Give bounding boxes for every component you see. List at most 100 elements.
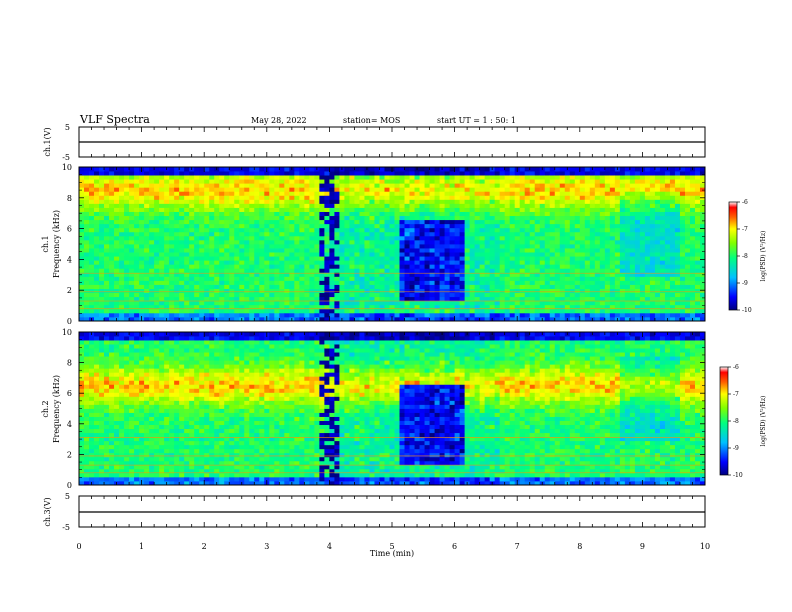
spectrogram-cell <box>179 252 185 257</box>
spectrogram-cell <box>179 195 185 200</box>
spectrogram-cell <box>629 183 636 188</box>
spectrogram-cell <box>324 175 330 180</box>
spectrogram-cell <box>109 268 115 273</box>
spectrogram-cell <box>239 260 245 265</box>
spectrogram-cell <box>509 296 516 302</box>
spectrogram-cell <box>259 284 265 289</box>
spectrogram-cell <box>619 231 626 237</box>
spectrogram-cell <box>289 284 295 289</box>
spectrogram-cell <box>629 239 636 245</box>
spectrogram-cell <box>639 260 646 265</box>
spectrogram-cell <box>694 280 701 285</box>
spectrogram-cell <box>269 308 275 314</box>
spectrogram-cell <box>329 316 335 322</box>
spectrogram-cell <box>609 211 616 217</box>
spectrogram-cell <box>529 179 536 184</box>
spectrogram-cell <box>419 239 425 245</box>
spectrogram-cell <box>414 191 420 196</box>
spectrogram-cell <box>559 183 566 188</box>
spectrogram-cell <box>364 272 370 277</box>
spectrogram-cell <box>169 276 175 281</box>
spectrogram-cell <box>89 187 95 192</box>
spectrogram-cell <box>674 308 681 314</box>
spectrogram-cell <box>134 292 140 298</box>
spectrogram-cell <box>404 268 410 273</box>
spectrogram-cell <box>209 280 215 285</box>
spectrogram-cell <box>179 175 185 180</box>
spectrogram-cell <box>264 280 270 285</box>
spectrogram-cell <box>259 207 265 212</box>
spectrogram-cell <box>259 276 265 281</box>
spectrogram-cell <box>94 316 100 322</box>
spectrogram-cell <box>644 223 651 229</box>
spectrogram-cell <box>419 308 425 314</box>
spectrogram-cell <box>264 252 270 257</box>
spectrogram-cell <box>194 276 200 281</box>
spectrogram-cell <box>169 272 175 277</box>
spectrogram-cell <box>399 268 405 273</box>
spectrogram-cell <box>289 312 295 318</box>
spectrogram-cell <box>554 219 561 225</box>
spectrogram-cell <box>559 268 566 273</box>
spectrogram-cell <box>339 207 345 212</box>
spectrogram-cell <box>324 280 330 285</box>
spectrogram-cell <box>189 239 195 245</box>
spectrogram-cell <box>209 183 215 188</box>
spectrogram-cell <box>189 187 195 192</box>
spectrogram-cell <box>569 256 576 261</box>
spectrogram-cell <box>84 199 90 204</box>
spectrogram-cell <box>199 248 205 253</box>
spectrogram-cell <box>104 300 110 306</box>
spectrogram-cell <box>599 183 606 188</box>
spectrogram-cell <box>434 211 440 217</box>
spectrogram-cell <box>404 304 410 310</box>
spectrogram-cell <box>414 211 420 217</box>
spectrogram-cell <box>579 288 586 294</box>
spectrogram-cell <box>414 215 420 221</box>
spectrogram-cell <box>514 252 521 257</box>
spectrogram-cell <box>379 223 385 229</box>
spectrogram-cell <box>264 191 270 196</box>
spectrogram-cell <box>679 215 686 221</box>
spectrogram-cell <box>469 252 476 257</box>
spectrogram-cell <box>684 264 691 269</box>
spectrogram-cell <box>344 227 350 233</box>
spectrogram-cell <box>364 248 370 253</box>
spectrogram-cell <box>114 187 120 192</box>
spectrogram-cell <box>264 292 270 298</box>
spectrogram-cell <box>469 288 476 294</box>
spectrogram-cell <box>579 231 586 237</box>
spectrogram-cell <box>604 292 611 298</box>
spectrogram-cell <box>424 207 430 212</box>
spectrogram-cell <box>649 167 656 172</box>
spectrogram-cell <box>114 288 120 294</box>
spectrogram-cell <box>679 292 686 298</box>
spectrogram-cell <box>164 211 170 217</box>
spectrogram-cell <box>89 175 95 180</box>
spectrogram-cell <box>454 239 461 245</box>
spectrogram-cell <box>454 203 461 208</box>
spectrogram-cell <box>594 304 601 310</box>
spectrogram-cell <box>354 187 360 192</box>
spectrogram-cell <box>134 191 140 196</box>
spectrogram-cell <box>449 264 455 269</box>
spectrogram-cell <box>384 187 390 192</box>
spectrogram-cell <box>569 207 576 212</box>
spectrogram-cell <box>534 167 541 172</box>
spectrogram-cell <box>369 183 375 188</box>
spectrogram-cell <box>209 292 215 298</box>
spectrogram-cell <box>599 235 606 241</box>
spectrogram-cell <box>639 284 646 289</box>
spectrogram-cell <box>574 308 581 314</box>
spectrogram-cell <box>394 316 400 322</box>
spectrogram-cell <box>384 219 390 225</box>
spectrogram-cell <box>339 276 345 281</box>
spectrogram-cell <box>169 223 175 229</box>
spectrogram-cell <box>629 167 636 172</box>
spectrogram-cell <box>489 195 496 200</box>
spectrogram-cell <box>419 215 425 221</box>
spectrogram-cell <box>359 252 365 257</box>
spectrogram-cell <box>79 316 85 322</box>
spectrogram-cell <box>159 252 165 257</box>
spectrogram-cell <box>179 231 185 237</box>
